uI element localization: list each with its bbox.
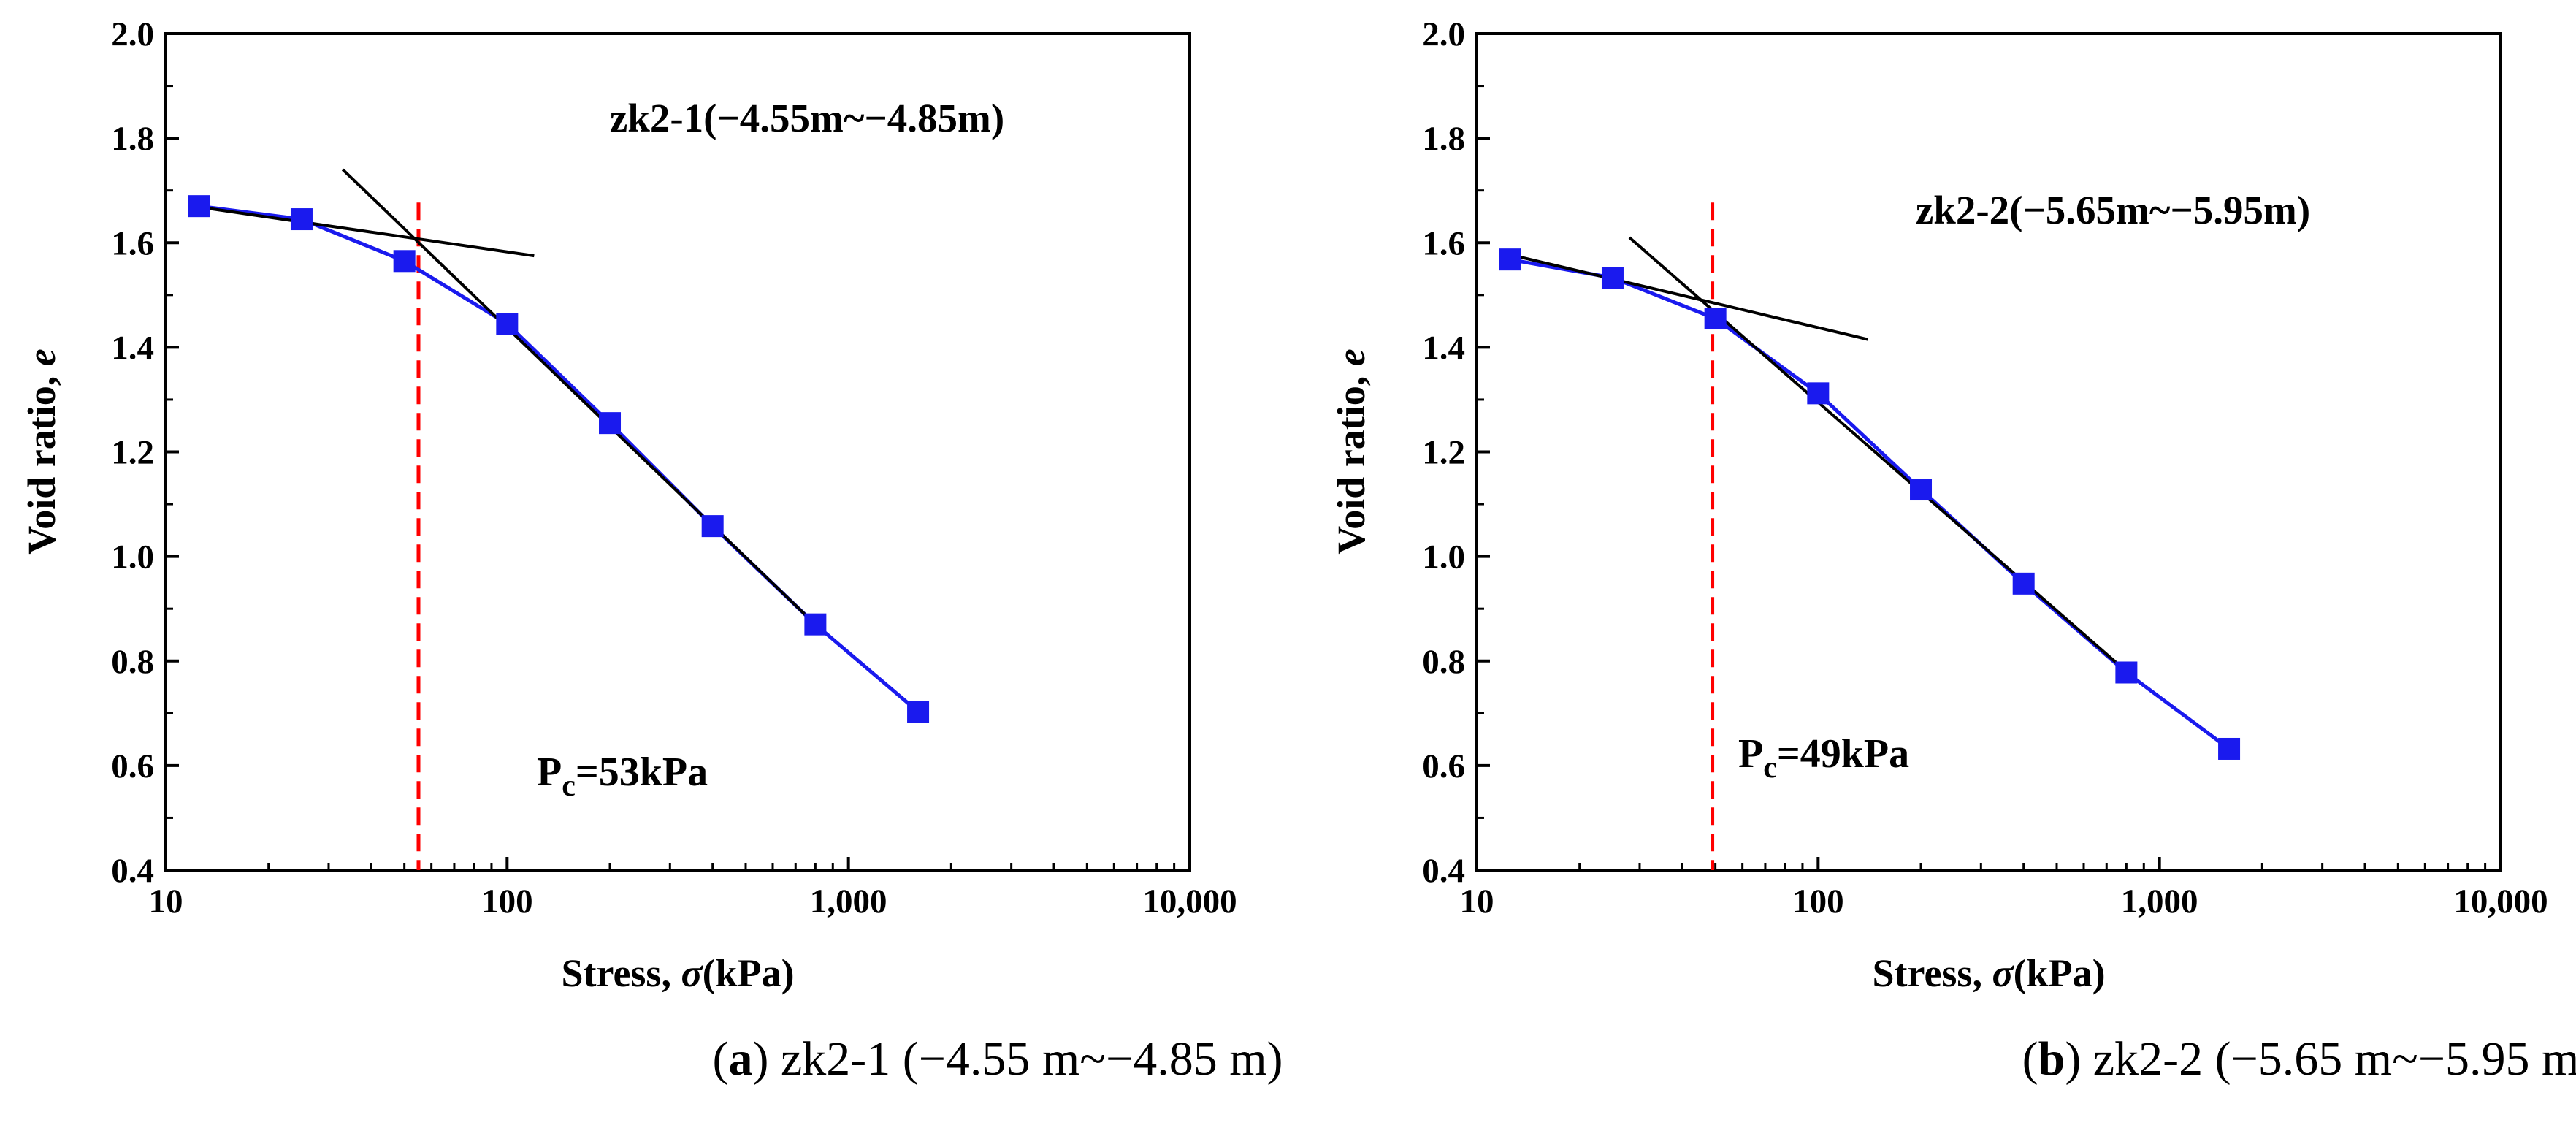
panel-b-data-point xyxy=(1499,248,1521,271)
panel-a-data-point xyxy=(188,195,210,218)
panel-b-x-tick-label: 10,000 xyxy=(2453,883,2548,921)
caption-b: (b) zk2-2 (−5.65 m~−5.95 m) xyxy=(2022,1032,2576,1086)
panel-a-series-line xyxy=(198,204,920,714)
panel-b-y-tick-label: 1.8 xyxy=(1422,120,1465,158)
panel-b-y-axis-title: Void ratio, e xyxy=(1329,348,1373,555)
panel-b-data-point xyxy=(2012,572,2035,595)
panel-b-sample-label: zk2-2(−5.65m~−5.95m) xyxy=(1916,188,2310,232)
panel-b-data-point xyxy=(1807,382,1830,405)
panel-a-data-point xyxy=(496,313,519,335)
panel-b-x-tick-label: 1,000 xyxy=(2121,883,2198,921)
panel-b-data-point xyxy=(1910,479,1933,501)
panel-a-y-tick-label: 0.6 xyxy=(111,747,154,785)
panel-a-data-point xyxy=(393,250,416,273)
panel-a-x-tick-label: 1,000 xyxy=(810,883,887,921)
panel-b-y-tick-label: 0.4 xyxy=(1422,852,1465,890)
panel-b-y-tick-label: 1.4 xyxy=(1422,329,1465,367)
panel-a-y-tick-label: 1.8 xyxy=(111,120,154,158)
panel-b-y-tick-label: 1.6 xyxy=(1422,224,1465,262)
panel-a-sample-label: zk2-1(−4.55m~−4.85m) xyxy=(610,96,1004,140)
panel-a-y-axis-title: Void ratio, e xyxy=(20,348,64,555)
panel-a-x-tick-label: 10,000 xyxy=(1142,883,1237,921)
panel-a-x-tick-label: 100 xyxy=(481,883,533,921)
panel-a-y-tick-label: 1.2 xyxy=(111,434,154,472)
panel-b-pc-label: Pc=49kPa xyxy=(1738,731,1909,785)
panel-b-x-tick-label: 10 xyxy=(1460,883,1494,921)
panel-a-data-point xyxy=(907,701,930,723)
panel-a-x-axis-title: Stress, σ(kPa) xyxy=(561,951,794,995)
panel-a-data-point xyxy=(804,613,827,636)
panel-a-y-tick-label: 0.4 xyxy=(111,852,154,890)
panel-a-compression-line xyxy=(341,168,817,626)
panel-a-x-tick-label: 10 xyxy=(149,883,183,921)
panel-a-y-tick-label: 1.4 xyxy=(111,329,154,367)
panel-a-data-point xyxy=(290,208,313,231)
panel-a-y-tick-label: 0.8 xyxy=(111,643,154,681)
panel-a-y-tick-label: 1.6 xyxy=(111,224,154,262)
panel-a-data-point xyxy=(599,412,622,435)
panel-b-data-point xyxy=(1601,267,1624,289)
panel-a-plot-frame xyxy=(164,32,1191,872)
panel-b-initial-slope-tangent xyxy=(1503,251,1869,341)
panel-b-y-tick-label: 1.0 xyxy=(1422,538,1465,576)
panel-a-initial-slope-tangent xyxy=(192,205,535,258)
panel-b-y-tick-label: 0.8 xyxy=(1422,643,1465,681)
panel-a-pc-label: Pc=53kPa xyxy=(537,750,708,803)
panel-b-data-point xyxy=(2115,661,2138,684)
panel-b-data-point xyxy=(1704,308,1727,330)
panel-b-x-axis-title: Stress, σ(kPa) xyxy=(1872,951,2105,995)
panel-b-compression-line xyxy=(1628,236,2128,673)
panel-b-y-tick-label: 0.6 xyxy=(1422,747,1465,785)
panel-b-y-tick-label: 1.2 xyxy=(1422,434,1465,472)
panel-b-x-tick-label: 100 xyxy=(1792,883,1844,921)
panel-b-plot-frame xyxy=(1475,32,2502,872)
panel-a-data-point xyxy=(701,515,724,538)
caption-a: (a) zk2-1 (−4.55 m~−4.85 m) xyxy=(712,1032,1283,1086)
panel-a-y-tick-label: 2.0 xyxy=(111,15,154,53)
panel-b-data-point xyxy=(2218,737,2241,760)
panel-a-y-tick-label: 1.0 xyxy=(111,538,154,576)
panel-a-chart: 0.4 0.6 0.8 1.0 1.2 1.4 1.6 1.8 2.0 10 100 1,000 10,… xyxy=(20,15,1237,995)
panel-b-chart: 0.4 0.6 0.8 1.0 1.2 1.4 1.6 1.8 2.0 10 100 1,000 10,… xyxy=(1329,15,2548,995)
panel-b-y-tick-label: 2.0 xyxy=(1422,15,1465,53)
